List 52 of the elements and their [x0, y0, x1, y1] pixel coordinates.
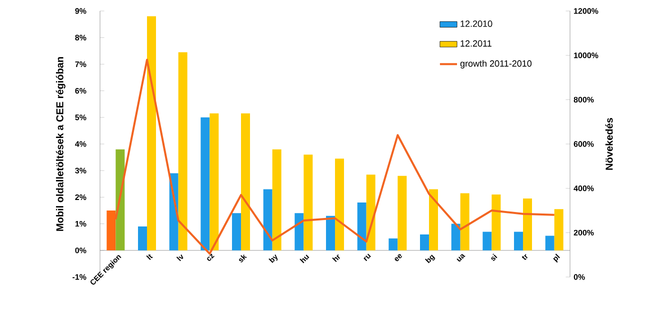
bar	[451, 224, 460, 250]
bar	[554, 209, 564, 250]
bar	[210, 113, 219, 250]
bar	[420, 234, 430, 250]
y-tick-label: 8%	[75, 34, 86, 40]
bar	[482, 232, 492, 250]
bar	[388, 238, 398, 250]
y-tick-label: 6%	[75, 88, 86, 94]
bar	[263, 189, 272, 250]
y2-axis-title: Növekedés	[605, 118, 613, 170]
y-tick-label: 0%	[75, 248, 86, 254]
legend-label: 12.2010	[460, 20, 492, 27]
y-tick-label: 3%	[75, 168, 86, 174]
bar	[357, 202, 366, 250]
legend-label: growth 2011-2010	[460, 60, 532, 68]
y-tick-label: 2%	[75, 194, 86, 200]
line-series	[114, 58, 556, 255]
y2-tick-label: 1200%	[574, 8, 598, 14]
bar	[106, 210, 116, 250]
legend-label: 12.2011	[460, 40, 492, 47]
bar	[366, 174, 376, 250]
y2-tick-label: 600%	[574, 141, 594, 147]
y-tick-label: 1%	[75, 220, 86, 227]
y-tick-label: -1%	[72, 274, 86, 280]
bar	[147, 16, 156, 250]
y2-tick-label: 0%	[574, 274, 585, 280]
bar	[272, 149, 282, 250]
y-tick-label: 7%	[75, 61, 86, 68]
y-tick-label: 9%	[75, 8, 86, 14]
y2-tick-label: 1000%	[574, 52, 598, 58]
bar	[241, 113, 250, 250]
bar	[398, 176, 407, 250]
y-tick-label: 4%	[75, 141, 86, 147]
bar	[335, 158, 344, 250]
bar	[429, 189, 438, 250]
y-tick-label: 5%	[75, 114, 86, 120]
bar	[460, 193, 470, 250]
bar	[326, 216, 335, 250]
y-axis-title: Mobil oldalletöltések a CEE régióban	[56, 57, 66, 231]
bar	[304, 154, 313, 250]
bar	[178, 52, 188, 250]
bar	[138, 226, 148, 250]
bar	[492, 194, 501, 250]
bar	[200, 117, 210, 250]
y2-tick-label: 200%	[574, 230, 594, 236]
bar	[232, 213, 242, 250]
y2-tick-label: 800%	[574, 96, 594, 102]
bar	[514, 232, 524, 250]
bar	[545, 236, 554, 250]
bar	[294, 213, 304, 250]
bar	[523, 198, 532, 250]
y2-tick-label: 400%	[574, 186, 594, 192]
